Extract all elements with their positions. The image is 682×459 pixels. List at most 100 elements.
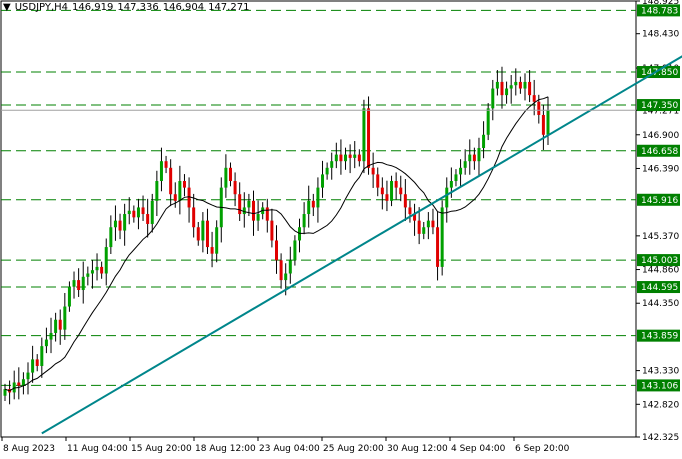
candle-body xyxy=(35,359,39,366)
candle-body xyxy=(500,81,504,96)
candle-body xyxy=(353,154,357,158)
candle-body xyxy=(514,81,518,86)
y-tick-label: 142.325 xyxy=(642,433,679,443)
candle-body xyxy=(477,147,481,162)
candle-body xyxy=(537,101,541,115)
candle-body xyxy=(330,161,334,168)
candle-body xyxy=(3,389,7,396)
candle-body xyxy=(90,270,94,274)
candle-body xyxy=(371,167,375,175)
candle-body xyxy=(311,200,315,208)
candle-body xyxy=(242,207,246,215)
candles xyxy=(3,66,550,405)
candle-body xyxy=(454,174,458,182)
y-tick-label: 148.925 xyxy=(642,0,679,7)
candle-body xyxy=(463,161,467,168)
candle-body xyxy=(17,382,21,386)
candle-body xyxy=(178,181,182,201)
x-tick-label: 6 Sep 20:00 xyxy=(515,444,570,454)
candle-body xyxy=(215,227,219,254)
candle-body xyxy=(288,260,292,274)
candle-body xyxy=(546,110,550,135)
x-tick-label: 15 Aug 20:00 xyxy=(131,444,192,454)
candle-body xyxy=(275,240,278,261)
level-label-bg xyxy=(637,144,680,157)
candle-body xyxy=(247,200,251,208)
candle-body xyxy=(104,247,108,274)
candle-body xyxy=(44,339,48,347)
candle-body xyxy=(26,372,30,380)
low-value: 146.904 xyxy=(162,2,205,13)
candle-body xyxy=(486,108,490,135)
candle-body xyxy=(173,194,177,201)
x-tick-label: 30 Aug 12:00 xyxy=(387,444,448,454)
candle-body xyxy=(302,214,306,228)
candle-body xyxy=(482,134,486,148)
candle-body xyxy=(265,207,269,221)
candle-body xyxy=(136,207,140,218)
candle-body xyxy=(399,187,403,195)
candle-body xyxy=(182,181,186,188)
candle-body xyxy=(325,167,329,175)
candle-body xyxy=(541,114,545,135)
candle-body xyxy=(279,260,283,281)
candle-body xyxy=(509,85,513,89)
candle-body xyxy=(380,187,384,195)
level-label: 146.658 xyxy=(641,147,678,157)
candle-body xyxy=(118,220,122,231)
candle-body xyxy=(518,81,522,89)
level-label-bg xyxy=(637,193,680,206)
y-tick-label: 144.860 xyxy=(642,266,679,276)
candle-body xyxy=(146,214,150,224)
candle-body xyxy=(58,319,62,330)
candle-body xyxy=(169,167,173,195)
candle-body xyxy=(270,220,274,241)
candle-body xyxy=(417,220,421,234)
level-label: 143.859 xyxy=(641,332,678,342)
candle-body xyxy=(21,379,25,386)
menu-arrow-icon[interactable]: ▼ xyxy=(3,2,11,13)
candle-body xyxy=(63,306,67,330)
candle-body xyxy=(150,200,154,224)
candle-body xyxy=(344,154,348,162)
candle-body xyxy=(403,194,407,208)
candle-body xyxy=(436,227,440,267)
candle-body xyxy=(228,167,232,182)
candle-body xyxy=(468,154,472,162)
candle-body xyxy=(49,332,53,340)
candle-body xyxy=(256,214,260,221)
candle-body xyxy=(155,181,159,201)
level-label: 145.003 xyxy=(641,256,678,266)
candle-body xyxy=(357,154,361,162)
candle-body xyxy=(77,280,81,291)
candle-body xyxy=(164,161,168,168)
x-tick-label: 23 Aug 04:00 xyxy=(259,444,320,454)
candle-body xyxy=(40,346,44,366)
trendline xyxy=(41,55,682,435)
candle-body xyxy=(159,161,163,182)
candle-body xyxy=(224,167,228,188)
candle-body xyxy=(362,108,366,162)
candle-body xyxy=(472,154,476,162)
candle-body xyxy=(334,154,338,162)
y-tick-label: 146.390 xyxy=(642,164,679,174)
candle-body xyxy=(445,187,449,208)
candle-body xyxy=(422,227,426,234)
y-tick-label: 146.900 xyxy=(642,131,679,141)
candle-body xyxy=(532,95,536,102)
candle-body xyxy=(413,214,417,221)
x-tick-label: 11 Aug 04:00 xyxy=(67,444,128,454)
candle-body xyxy=(321,174,325,188)
candle-body xyxy=(459,167,463,175)
x-tick-label: 25 Aug 20:00 xyxy=(323,444,384,454)
chart-title-bar: ▼ USDJPY,H4 146.919 147.336 146.904 147.271 xyxy=(3,2,253,13)
level-label: 147.850 xyxy=(641,68,678,78)
moving-average-line xyxy=(4,96,549,392)
candle-body xyxy=(86,273,90,277)
level-label: 145.916 xyxy=(641,196,678,206)
y-tick-label: 143.330 xyxy=(642,367,679,377)
candle-body xyxy=(238,194,242,215)
high-value: 147.336 xyxy=(117,2,159,13)
candle-body xyxy=(72,280,76,287)
